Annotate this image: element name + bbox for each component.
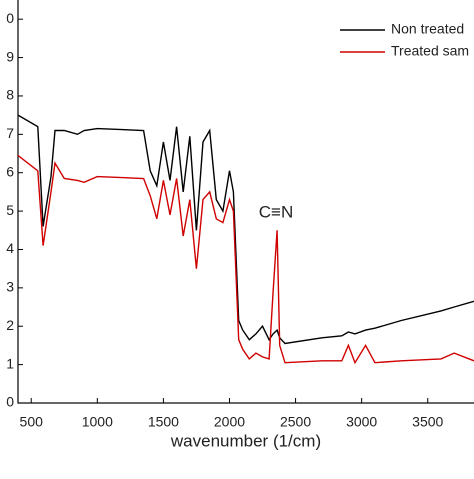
series-line bbox=[17, 154, 474, 365]
y-tick-label: 2 bbox=[6, 317, 14, 333]
y-tick-label: 8 bbox=[6, 87, 14, 103]
y-tick-label: 1 bbox=[6, 355, 14, 371]
legend-label: Non treated bbox=[391, 21, 464, 37]
y-tick-label: 9 bbox=[6, 48, 14, 64]
annotation: C≡N bbox=[259, 202, 293, 221]
y-tick-label: 7 bbox=[6, 125, 14, 141]
x-tick-label: 3000 bbox=[346, 414, 377, 430]
x-tick-label: 1500 bbox=[148, 414, 179, 430]
x-tick-label: 2000 bbox=[214, 414, 245, 430]
y-tick-label: 0 bbox=[6, 394, 14, 410]
y-tick-label: 5 bbox=[6, 202, 14, 218]
x-axis-label: wavenumber (1/cm) bbox=[170, 431, 321, 450]
series-line bbox=[17, 114, 474, 345]
y-tick-label: 0 bbox=[6, 10, 14, 26]
y-tick-label: 3 bbox=[6, 279, 14, 295]
legend-label: Treated sam bbox=[391, 43, 469, 59]
plot-frame bbox=[17, 0, 474, 404]
x-tick-label: 3500 bbox=[412, 414, 443, 430]
x-tick-label: 500 bbox=[20, 414, 44, 430]
y-tick-label: 4 bbox=[6, 240, 14, 256]
x-tick-label: 2500 bbox=[280, 414, 311, 430]
x-tick-label: 1000 bbox=[82, 414, 113, 430]
y-tick-label: 6 bbox=[6, 163, 14, 179]
